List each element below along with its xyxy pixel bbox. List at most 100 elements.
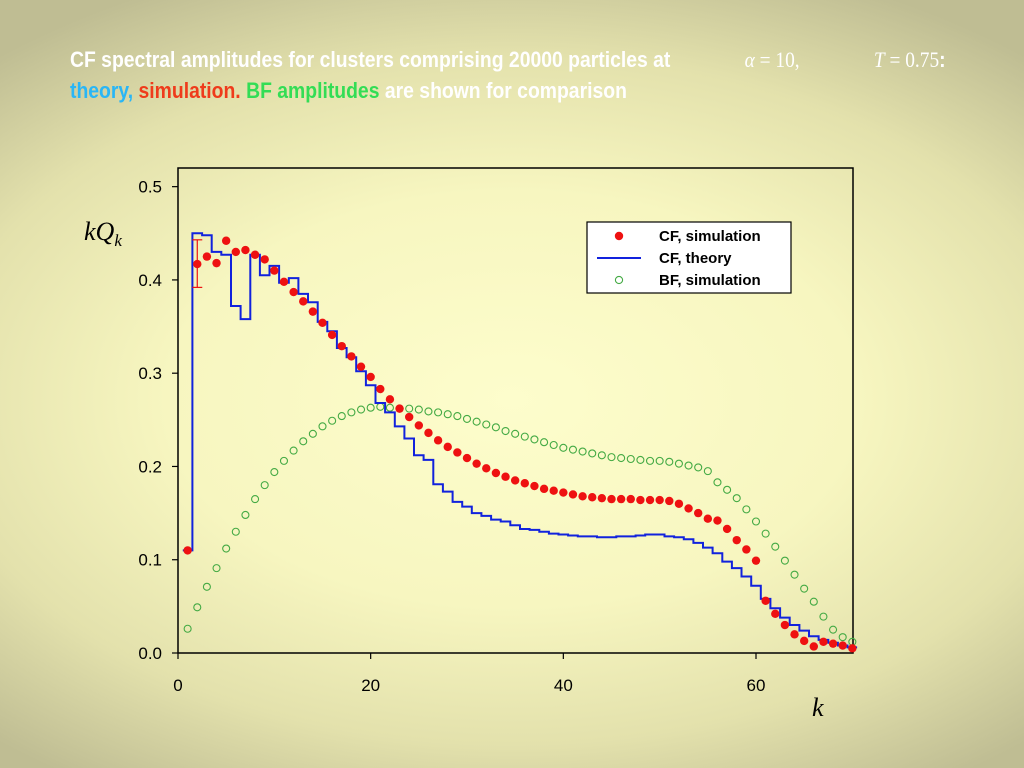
cf-simulation-point	[742, 545, 751, 554]
bf-simulation-point	[405, 404, 414, 413]
title-prefix: CF spectral amplitudes for clusters comp…	[70, 47, 671, 72]
bf-simulation-point	[472, 417, 481, 426]
cf-simulation-point	[751, 556, 761, 565]
bf-simulation-point	[559, 443, 568, 452]
title-alpha-symbol: α	[744, 47, 755, 72]
title-line-2: theory, simulation. BF amplitudes are sh…	[70, 75, 841, 106]
cf-simulation-point	[780, 620, 790, 630]
cf-simulation-point	[636, 495, 645, 505]
bf-simulation-point	[501, 426, 510, 436]
bf-simulation-point	[453, 412, 462, 421]
bf-simulation-point	[694, 463, 703, 472]
legend-marker-cf-simulation	[614, 231, 624, 241]
cf-simulation-point	[732, 535, 741, 545]
bf-simulation-point	[578, 447, 587, 456]
title-suffix: are shown for comparison	[384, 78, 627, 103]
cf-simulation-point	[539, 484, 549, 494]
bf-simulation-point	[838, 633, 847, 642]
title-t-value: = 0.75	[884, 47, 940, 72]
cf-simulation-point	[819, 637, 828, 647]
bf-simulation-point	[800, 584, 809, 593]
cf-simulation-point	[395, 404, 404, 413]
cf-simulation-point	[231, 247, 240, 257]
x-tick-label: 20	[361, 676, 380, 695]
bf-simulation-point	[655, 456, 664, 465]
y-tick-label: 0.1	[138, 551, 162, 570]
bf-simulation-point	[299, 437, 308, 446]
cf-simulation-point	[607, 494, 616, 504]
bf-simulation-point	[568, 445, 578, 454]
bf-simulation-point	[434, 408, 443, 417]
bf-simulation-point	[780, 556, 789, 565]
legend-label-cf-theory: CF, theory	[659, 250, 732, 267]
cf-simulation-point	[482, 464, 491, 473]
cf-simulation-point	[193, 259, 202, 269]
y-tick-label: 0.0	[138, 644, 162, 663]
bf-simulation-point	[318, 422, 327, 431]
bf-simulation-point	[790, 570, 799, 579]
cf-simulation-point	[510, 476, 520, 485]
cf-simulation-point	[578, 492, 587, 501]
title-line-1: CF spectral amplitudes for clusters comp…	[70, 44, 946, 75]
bf-simulation-point	[674, 459, 683, 468]
plot-frame	[177, 167, 854, 654]
title-alpha-value: = 10,	[754, 47, 800, 72]
title-bf-amplitudes: BF amplitudes	[246, 78, 380, 103]
cf-simulation-point	[722, 524, 732, 534]
bf-simulation-point	[597, 451, 606, 460]
cf-simulation-point	[559, 488, 568, 497]
legend-label-cf-simulation: CF, simulation	[659, 228, 761, 245]
bf-simulation-point	[289, 446, 298, 455]
cf-simulation-point	[588, 493, 597, 502]
cf-simulation-point	[279, 277, 289, 286]
cf-simulation-point	[568, 490, 578, 499]
bf-simulation-point	[251, 495, 260, 504]
bf-simulation-point	[193, 603, 202, 612]
cf-simulation-point	[828, 639, 838, 648]
bf-simulation-point	[222, 544, 231, 553]
cf-simulation-point	[183, 546, 192, 555]
cf-simulation-point	[616, 494, 626, 504]
cf-simulation-point	[530, 481, 539, 491]
title-simulation: simulation.	[138, 78, 241, 103]
bf-simulation-point	[742, 505, 751, 514]
cf-simulation-point	[308, 307, 318, 316]
bf-simulation-point	[636, 455, 645, 464]
bf-simulation-point	[809, 597, 818, 606]
cf-simulation-point	[655, 495, 664, 505]
bf-simulation-point	[645, 456, 655, 465]
cf-simulation-point	[694, 508, 703, 518]
bf-simulation-point	[241, 510, 250, 520]
bf-simulation-point	[751, 517, 761, 526]
cf-simulation-point	[674, 499, 684, 508]
plot-area	[182, 232, 858, 653]
bf-simulation-point	[482, 420, 491, 429]
bf-simulation-point	[424, 407, 433, 416]
bf-simulation-point	[549, 440, 558, 450]
bf-simulation-point	[530, 435, 539, 444]
bf-simulation-point	[385, 403, 394, 412]
cf-simulation-point	[318, 318, 327, 328]
cf-simulation-point	[645, 495, 655, 505]
y-tick-label: 0.3	[138, 364, 162, 383]
y-axis-label: kQk	[84, 217, 122, 250]
cf-simulation-point	[385, 395, 395, 404]
cf-simulation-point	[665, 496, 674, 506]
bf-simulation-point	[212, 564, 221, 573]
bf-simulation-point	[260, 481, 269, 490]
cf-simulation-point	[299, 297, 308, 306]
y-tick-label: 0.2	[138, 457, 162, 476]
cf-simulation-point	[212, 258, 221, 268]
cf-simulation-point	[241, 245, 250, 255]
cf-simulation-point	[771, 609, 780, 619]
cf-simulation-point	[472, 459, 481, 468]
cf-simulation-point	[462, 453, 472, 463]
cf-simulation-point	[809, 642, 818, 651]
cf-simulation-point	[356, 362, 366, 371]
cf-theory-line	[182, 232, 858, 649]
cf-simulation-point	[848, 644, 857, 653]
cf-simulation-point	[347, 352, 356, 361]
cf-simulation-point	[684, 504, 693, 513]
y-axis: 0.0 0.1 0.2 0.3 0.4 0.5	[138, 178, 178, 663]
